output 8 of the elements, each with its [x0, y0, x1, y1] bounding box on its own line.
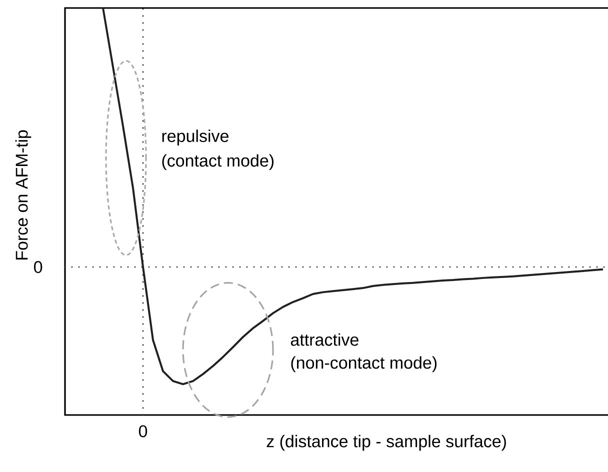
text: 0	[138, 425, 148, 438]
annotation: repulsive	[162, 130, 228, 146]
y-axis-title: Force on AFM-tip	[15, 130, 32, 260]
annotation: (contact mode)	[162, 154, 274, 170]
x-axis-title: z (distance tip - sample surface)	[266, 434, 506, 451]
ref-line-label: 0	[34, 261, 42, 274]
annotation: (non-contact mode)	[291, 356, 437, 372]
annotation: attractive	[290, 333, 358, 346]
